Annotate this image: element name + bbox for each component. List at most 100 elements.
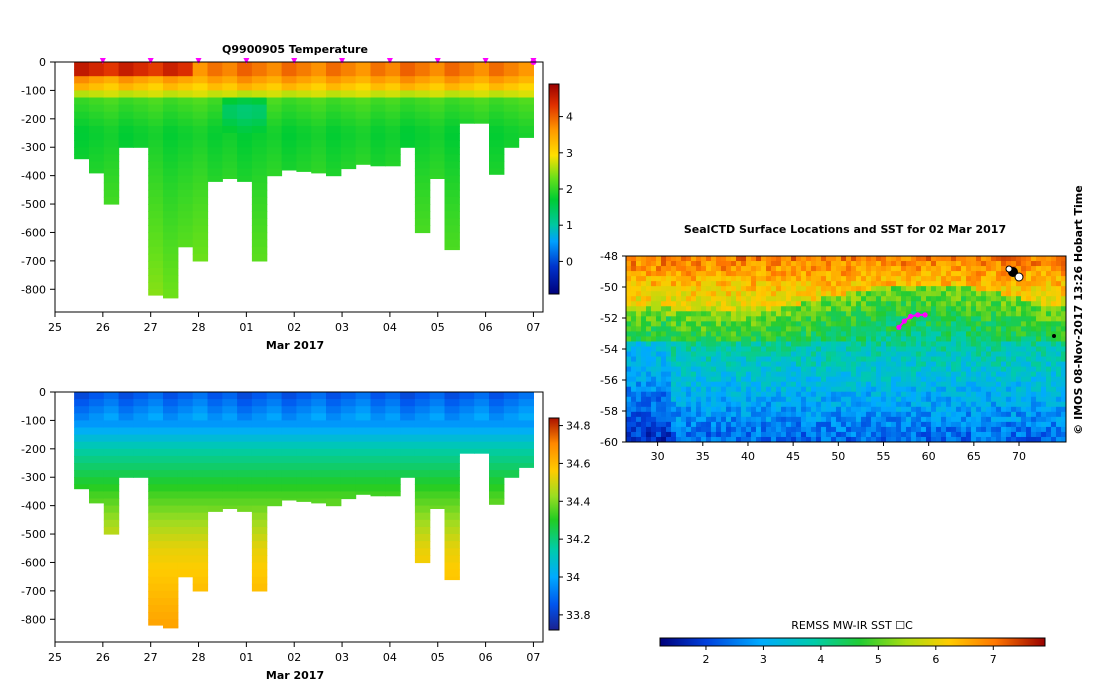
sst-cell (636, 411, 642, 418)
sst-cell (976, 336, 982, 342)
section-cell (89, 434, 105, 443)
section-cell (237, 154, 253, 162)
sst-cell (656, 366, 662, 373)
section-cell (207, 90, 223, 99)
section-cell (489, 491, 505, 500)
sst-cell (976, 391, 982, 398)
sst-cell (821, 311, 827, 317)
sst-cell (701, 286, 707, 292)
sst-cell (951, 381, 957, 388)
sst-cell (786, 326, 792, 332)
section-cell (400, 413, 416, 421)
sst-cell (686, 256, 692, 262)
sst-cell (761, 306, 767, 312)
sst-cell (856, 346, 862, 353)
sst-cell (626, 381, 632, 388)
sst-cell (631, 376, 637, 383)
sst-cell (761, 421, 767, 428)
section-cell (444, 392, 460, 400)
section-cell (237, 505, 253, 512)
sst-cell (731, 426, 737, 433)
sst-cell (1046, 336, 1052, 342)
sst-cell (776, 386, 782, 393)
sst-cell (706, 406, 712, 413)
section-cell (222, 140, 238, 148)
section-cell (489, 140, 505, 148)
sst-cell (1061, 351, 1067, 358)
section-cell (222, 76, 238, 84)
sst-cell (866, 436, 872, 443)
sst-cell (626, 286, 632, 292)
sst-cell (901, 286, 907, 292)
section-cell (370, 427, 386, 436)
section-cell (444, 406, 460, 414)
sst-cell (881, 381, 887, 388)
sst-cell (961, 281, 967, 287)
section-cell (444, 470, 460, 478)
section-cell (103, 154, 120, 162)
sst-cell (941, 301, 947, 307)
sst-cell (696, 366, 702, 373)
sst-cell (901, 331, 907, 337)
section-cell (326, 498, 342, 507)
sst-cell (971, 356, 977, 363)
sst-cell (736, 256, 742, 262)
sst-cell (866, 331, 872, 337)
section-cell (192, 441, 209, 450)
sst-cell (1056, 391, 1062, 398)
sst-cell (1041, 376, 1047, 383)
sst-cell (1056, 311, 1062, 317)
sst-cell (741, 386, 747, 393)
sst-cell (721, 266, 727, 272)
sst-cell (691, 306, 697, 312)
section-cell (414, 455, 431, 464)
sst-cell (846, 261, 852, 267)
sst-cell (831, 401, 837, 408)
section-cell (400, 83, 416, 91)
sst-cell (826, 376, 832, 383)
sst-cell (751, 256, 757, 262)
section-cell (355, 434, 371, 443)
sst-cell (666, 411, 672, 418)
section-cell (355, 413, 371, 421)
section-cell (222, 118, 238, 127)
sst-cell (981, 366, 987, 373)
section-cell (251, 211, 268, 219)
sst-cell (1061, 276, 1067, 282)
sst-cell (996, 436, 1002, 443)
sst-cell (761, 351, 767, 358)
sst-cell (781, 436, 787, 443)
sst-cell (866, 411, 872, 418)
section-cell (237, 118, 253, 127)
sst-cell (1011, 391, 1017, 398)
sst-cell (766, 256, 772, 262)
x-tick-label: 27 (144, 321, 158, 334)
section-cell (489, 69, 505, 77)
sst-cell (1046, 386, 1052, 393)
sst-cell (641, 411, 647, 418)
sst-cell (836, 376, 842, 383)
sst-cell (851, 366, 857, 373)
sst-cell (651, 286, 657, 292)
section-cell (148, 211, 164, 219)
sst-cell (761, 311, 767, 317)
sst-cell (686, 316, 692, 322)
sst-cell (676, 396, 682, 403)
sst-cell (681, 391, 687, 398)
sst-cell (641, 381, 647, 388)
sst-cell (791, 406, 797, 413)
sst-cell (846, 271, 852, 277)
sst-cell (691, 401, 697, 408)
sst-cell (781, 261, 787, 267)
section-cell (429, 491, 446, 500)
sst-cell (631, 346, 637, 353)
sst-cell (876, 336, 882, 342)
sst-cell (781, 321, 787, 327)
sst-cell (776, 331, 782, 337)
sst-cell (826, 341, 832, 347)
sst-cell (886, 331, 892, 337)
section-cell (222, 154, 238, 162)
section-cell (474, 448, 490, 454)
sst-cell (966, 421, 972, 428)
sst-cell (911, 406, 917, 413)
